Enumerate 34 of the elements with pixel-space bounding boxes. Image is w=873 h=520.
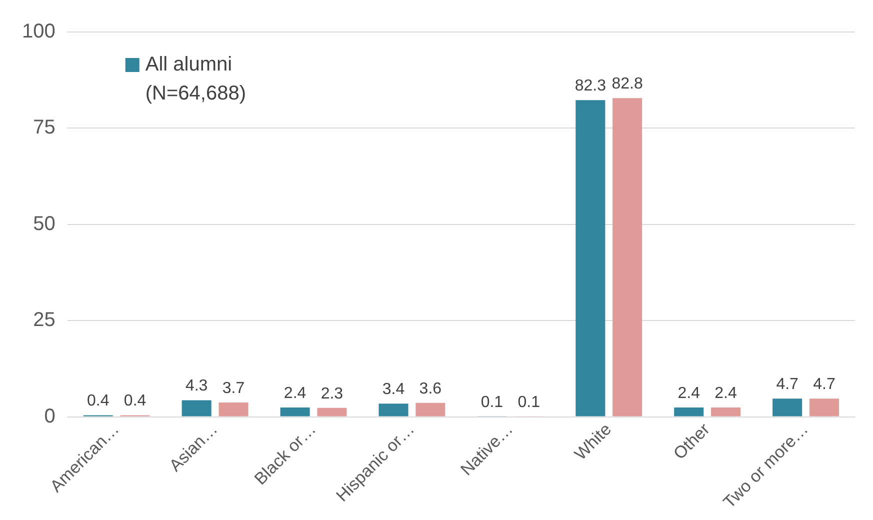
data-label: 4.7	[813, 376, 836, 394]
data-label: 2.3	[320, 385, 344, 402]
bar	[317, 408, 347, 416]
y-tick-label: 75	[33, 116, 56, 139]
data-label: 4.7	[776, 376, 799, 394]
data-label: 3.7	[222, 380, 245, 397]
bar	[182, 400, 212, 416]
data-label: 2.4	[284, 384, 306, 402]
data-label: 2.4	[678, 384, 700, 402]
bar	[416, 402, 446, 416]
data-label: 2.4	[714, 384, 737, 402]
data-label: 82.8	[612, 76, 643, 93]
y-tick-label: 100	[22, 20, 56, 43]
data-label: 3.6	[419, 380, 442, 398]
data-label: 4.3	[185, 378, 208, 395]
y-tick-label: 50	[33, 212, 56, 235]
data-label: 0.4	[124, 392, 146, 410]
bar	[280, 408, 310, 416]
data-label: 0.1	[518, 394, 540, 411]
y-tick-label: 0	[44, 405, 56, 428]
bar	[612, 98, 642, 416]
bar	[576, 100, 606, 416]
bar	[772, 398, 802, 416]
bar	[218, 402, 248, 416]
data-label: 82.3	[574, 78, 606, 95]
data-label: 0.1	[480, 394, 504, 411]
y-tick-label: 25	[33, 309, 56, 332]
bar	[809, 398, 839, 416]
bar	[674, 408, 704, 416]
data-label: 3.4	[382, 381, 405, 398]
data-label: 0.4	[87, 392, 110, 410]
legend-label: All alumni (N=64,688)	[145, 54, 246, 105]
bar	[711, 408, 741, 416]
bar	[378, 404, 408, 416]
